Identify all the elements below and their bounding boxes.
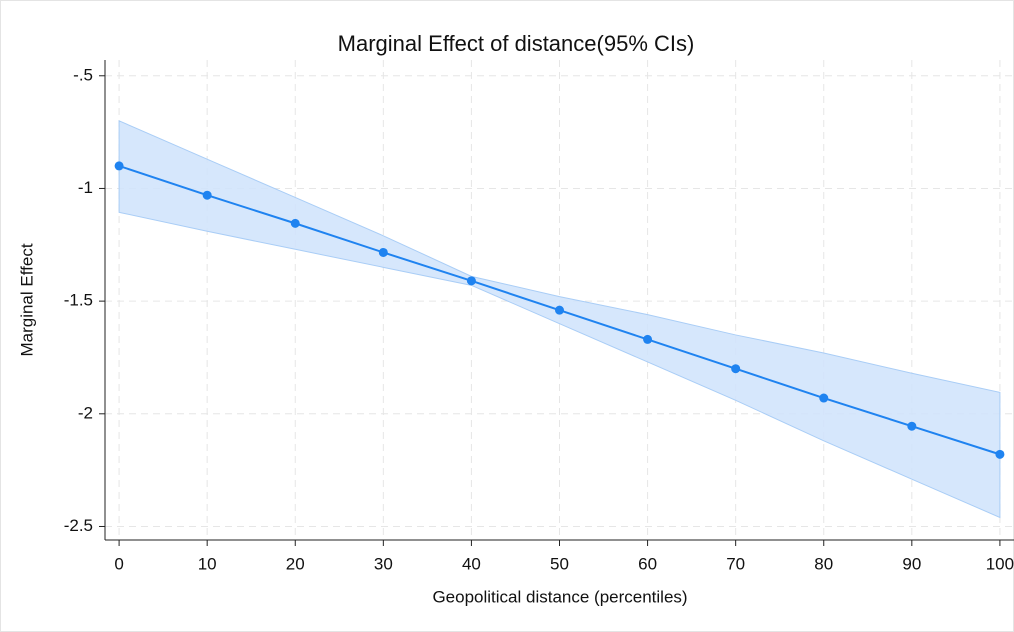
point [378,247,388,257]
confidence-band [118,120,1001,519]
y-tick-label: -2.5 [64,516,93,535]
point [643,334,653,344]
x-tick-label: 10 [198,554,217,573]
x-tick-label: 60 [638,554,657,573]
x-axis-title: Geopolitical distance (percentiles) [432,587,687,606]
x-tick-label: 30 [374,554,393,573]
y-tick-label: -2 [78,403,93,422]
point [907,421,917,431]
y-tick-label: -.5 [73,65,93,84]
point [731,364,741,374]
x-tick-label: 100 [986,554,1014,573]
x-tick-label: 70 [726,554,745,573]
x-tick-label: 40 [462,554,481,573]
point [819,393,829,403]
y-axis-title: Marginal Effect [17,243,36,356]
point [995,449,1005,459]
point [466,276,476,286]
x-tick-label: 50 [550,554,569,573]
y-tick-label: -1 [78,178,93,197]
chart-title: Marginal Effect of distance(95% CIs) [338,31,695,56]
point [290,218,300,228]
point [202,190,212,200]
x-tick-label: 20 [286,554,305,573]
point [555,305,564,315]
x-tick-label: 80 [814,554,833,573]
x-tick-label: 90 [902,554,921,573]
point [114,161,124,171]
x-tick-label: 0 [114,554,123,573]
y-tick-label: -1.5 [64,291,93,310]
